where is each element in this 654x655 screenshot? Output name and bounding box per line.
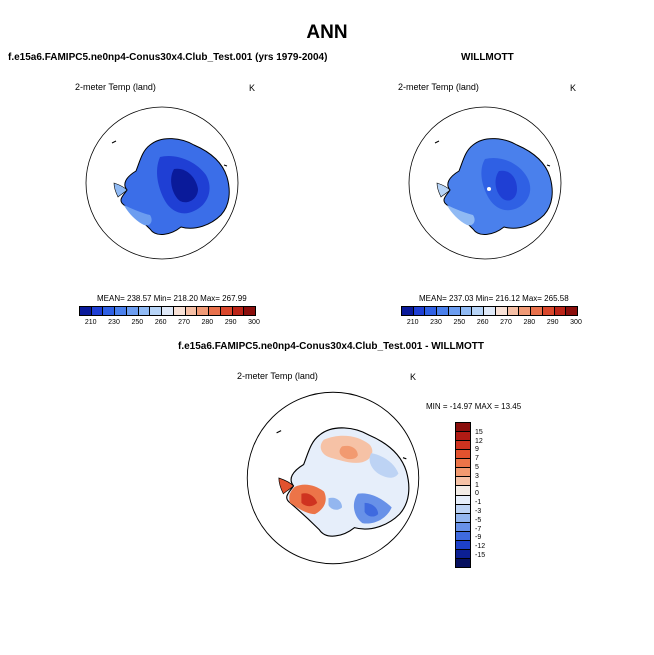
diff-colorbar-ticks: 15 12 9 7 5 3 1 0 -1 -3 -5 -7 -9 -12 -15: [475, 428, 485, 560]
colorbar-tick-label: 230: [430, 319, 442, 326]
colorbar-segment: [507, 307, 520, 315]
colorbar-segment: [531, 307, 543, 315]
colorbar-tick-label: 230: [108, 319, 120, 326]
colorbar-tick-label: 260: [154, 319, 167, 326]
colorbar-segment: [173, 307, 186, 315]
colorbar-segment: [456, 477, 470, 487]
diff-polar-map: [246, 391, 420, 565]
colorbar-segment: [456, 504, 470, 514]
colorbar-segment: [456, 513, 470, 523]
colorbar-segment: [566, 307, 578, 315]
diff-case-title: f.e15a6.FAMIPC5.ne0np4-Conus30x4.Club_Te…: [178, 341, 484, 352]
colorbar-segment: [115, 307, 127, 315]
colorbar-tick-label: 210: [406, 319, 419, 326]
colorbar-tick-label: 3: [475, 472, 479, 480]
colorbar-tick-label: -3: [475, 508, 482, 516]
colorbar-tick-label: 290: [224, 319, 237, 326]
colorbar-tick-label: 290: [546, 319, 559, 326]
colorbar-tick-label: 250: [131, 319, 144, 326]
diff-stats: MIN = -14.97 MAX = 13.45: [426, 402, 522, 411]
left-case-title: f.e15a6.FAMIPC5.ne0np4-Conus30x4.Club_Te…: [8, 52, 328, 63]
left-variable-label: 2-meter Temp (land): [75, 82, 156, 92]
colorbar-tick-label: -7: [475, 525, 482, 533]
colorbar-segment: [484, 307, 496, 315]
colorbar-tick-label: -9: [475, 534, 482, 542]
colorbar-segment: [519, 307, 532, 315]
colorbar-segment: [437, 307, 449, 315]
colorbar-segment: [232, 307, 245, 315]
left-colorbar: [79, 306, 256, 316]
left-polar-map: [85, 106, 239, 260]
diff-variable-label: 2-meter Temp (land): [237, 371, 318, 381]
colorbar-segment: [103, 307, 116, 315]
left-stats: MEAN= 238.57 Min= 218.20 Max= 267.99: [97, 294, 247, 303]
colorbar-segment: [126, 307, 139, 315]
colorbar-tick-label: -15: [475, 552, 486, 560]
colorbar-tick-label: 0: [475, 490, 479, 498]
colorbar-segment: [460, 307, 473, 315]
colorbar-segment: [185, 307, 198, 315]
colorbar-segment: [138, 307, 151, 315]
colorbar-segment: [456, 549, 470, 559]
colorbar-segment: [456, 441, 470, 451]
colorbar-tick-label: 270: [178, 319, 190, 326]
colorbar-segment: [456, 495, 470, 505]
colorbar-segment: [456, 540, 470, 550]
colorbar-segment: [495, 307, 508, 315]
colorbar-segment: [554, 307, 567, 315]
colorbar-segment: [456, 558, 470, 567]
colorbar-tick-label: -5: [475, 516, 482, 524]
colorbar-segment: [456, 522, 470, 532]
colorbar-segment: [456, 432, 470, 442]
colorbar-tick-label: 15: [475, 428, 483, 436]
right-colorbar: [401, 306, 578, 316]
colorbar-tick-label: 210: [84, 319, 97, 326]
diff-colorbar: [455, 422, 471, 568]
colorbar-segment: [80, 307, 92, 315]
colorbar-segment: [150, 307, 163, 315]
colorbar-segment: [472, 307, 485, 315]
colorbar-segment: [456, 459, 470, 469]
colorbar-segment: [456, 450, 470, 460]
colorbar-segment: [456, 468, 470, 478]
colorbar-tick-label: 280: [523, 319, 536, 326]
colorbar-segment: [456, 531, 470, 541]
colorbar-segment: [402, 307, 414, 315]
colorbar-tick-label: 7: [475, 455, 479, 463]
right-units-label: K: [570, 83, 577, 93]
colorbar-tick-label: 9: [475, 446, 479, 454]
colorbar-tick-label: 250: [453, 319, 466, 326]
colorbar-segment: [456, 486, 470, 496]
right-polar-map: [408, 106, 562, 260]
page-title: ANN: [306, 22, 348, 43]
colorbar-tick-label: 260: [476, 319, 489, 326]
colorbar-segment: [197, 307, 210, 315]
right-variable-label: 2-meter Temp (land): [398, 82, 479, 92]
right-case-title: WILLMOTT: [461, 52, 514, 63]
colorbar-segment: [209, 307, 221, 315]
colorbar-segment: [456, 423, 470, 433]
colorbar-tick-label: 12: [475, 437, 483, 445]
colorbar-segment: [244, 307, 256, 315]
colorbar-tick-label: -1: [475, 499, 482, 507]
colorbar-segment: [91, 307, 104, 315]
colorbar-segment: [448, 307, 461, 315]
colorbar-tick-label: 300: [248, 319, 260, 326]
right-stats: MEAN= 237.03 Min= 216.12 Max= 265.58: [419, 294, 569, 303]
left-units-label: K: [249, 83, 256, 93]
colorbar-tick-label: 300: [570, 319, 582, 326]
colorbar-segment: [162, 307, 174, 315]
colorbar-segment: [425, 307, 438, 315]
colorbar-tick-label: 5: [475, 464, 479, 472]
colorbar-tick-label: 270: [500, 319, 512, 326]
colorbar-tick-label: 280: [201, 319, 214, 326]
colorbar-segment: [413, 307, 426, 315]
colorbar-tick-label: 1: [475, 481, 479, 489]
colorbar-segment: [220, 307, 233, 315]
colorbar-segment: [542, 307, 555, 315]
colorbar-tick-label: -12: [475, 543, 486, 551]
diff-units-label: K: [410, 372, 417, 382]
